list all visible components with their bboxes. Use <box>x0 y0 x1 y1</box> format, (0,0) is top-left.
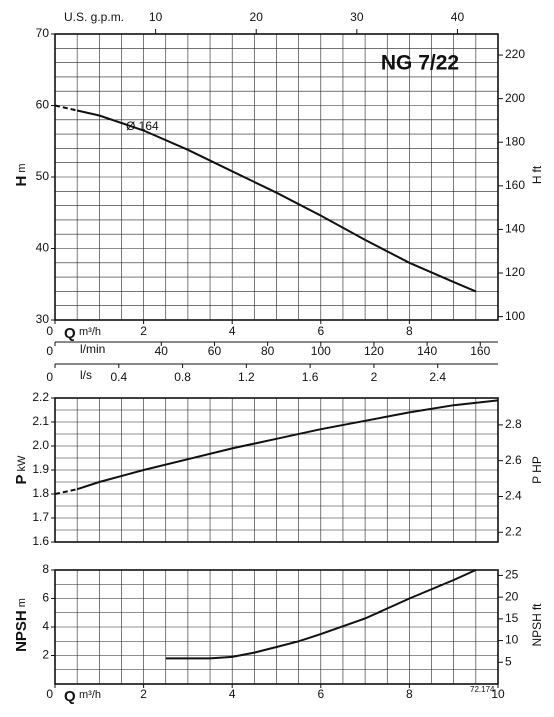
q-tick-label: 40 <box>155 344 169 358</box>
q-tick-label: 1.2 <box>238 370 255 384</box>
top-tick-label: 10 <box>149 10 163 24</box>
q-tick-label: 0 <box>46 687 53 701</box>
q-tick-label: 8 <box>406 324 413 338</box>
y2-axis-title: NPSH ft <box>530 603 544 647</box>
y-axis-unit: kW <box>16 455 28 472</box>
y2-axis-title: Hft <box>530 165 544 184</box>
q-unit: m³/h <box>79 326 101 338</box>
q-tick-label: 4 <box>229 687 236 701</box>
q-symbol: Q <box>64 325 76 342</box>
q-tick-label: 0.8 <box>174 370 191 384</box>
curve <box>165 569 477 660</box>
q-unit: l/s <box>80 368 92 382</box>
q-tick-label: 140 <box>417 344 437 358</box>
y-axis-title: Hm <box>13 163 30 186</box>
y-axis-unit: m <box>16 163 28 172</box>
y-axis-title: PkW <box>13 455 30 485</box>
y2-tick-label: 5 <box>505 654 512 668</box>
y2-axis-unit: ft <box>530 165 544 172</box>
y2-tick-label: 100 <box>505 309 525 323</box>
y2-axis-symbol: NPSH <box>530 613 544 646</box>
q-unit: l/min <box>80 342 105 356</box>
y2-axis-unit: ft <box>530 603 544 610</box>
curve <box>76 399 499 491</box>
curve <box>76 109 477 293</box>
y2-tick-label: 140 <box>505 222 525 236</box>
y-tick-label: 30 <box>36 312 50 326</box>
y2-tick-label: 25 <box>505 568 519 582</box>
y2-tick-label: 160 <box>505 178 525 192</box>
top-axis-title: U.S. g.p.m. <box>64 10 124 24</box>
y-tick-label: 6 <box>42 591 49 605</box>
y-tick-label: 4 <box>42 619 49 633</box>
y-tick-label: 60 <box>36 98 50 112</box>
curve <box>54 104 78 112</box>
y-tick-label: 1.6 <box>32 534 49 548</box>
top-tick-label: 20 <box>250 10 264 24</box>
top-tick-label: 40 <box>451 10 465 24</box>
q-symbol: Q <box>64 688 76 705</box>
curve <box>54 488 78 495</box>
q-tick-label: 2 <box>140 324 147 338</box>
y2-tick-label: 15 <box>505 611 519 625</box>
q-tick-label: 0 <box>46 344 53 358</box>
q-tick-label: 2.4 <box>429 370 446 384</box>
y-tick-label: 50 <box>36 169 50 183</box>
y2-tick-label: 2.4 <box>505 489 522 503</box>
y-tick-label: 2.2 <box>32 390 49 404</box>
q-tick-label: 6 <box>317 687 324 701</box>
y2-axis-unit: HP <box>530 456 544 473</box>
y-tick-label: 1.8 <box>32 486 49 500</box>
y-tick-label: 8 <box>42 562 49 576</box>
q-tick-label: 0 <box>46 324 53 338</box>
q-tick-label: 60 <box>208 344 222 358</box>
q-tick-label: 160 <box>470 344 490 358</box>
q-tick-label: 80 <box>261 344 275 358</box>
y2-tick-label: 180 <box>505 134 525 148</box>
top-tick-label: 30 <box>350 10 364 24</box>
y2-tick-label: 2.8 <box>505 417 522 431</box>
q-tick-label: 2 <box>371 370 378 384</box>
y-tick-label: 2 <box>42 648 49 662</box>
chart-title: NG 7/22 <box>381 52 459 75</box>
y2-tick-label: 10 <box>505 633 519 647</box>
y-tick-label: 2.1 <box>32 414 49 428</box>
q-tick-label: 120 <box>364 344 384 358</box>
y-axis-symbol: NPSH <box>13 610 30 652</box>
q-tick-label: 1.6 <box>302 370 319 384</box>
q-tick-label: 0 <box>46 370 53 384</box>
y2-axis-symbol: H <box>530 176 544 185</box>
y2-tick-label: 200 <box>505 91 525 105</box>
figure-code: 72.174 <box>470 685 495 694</box>
y2-tick-label: 220 <box>505 47 525 61</box>
y-axis-unit: m <box>16 598 28 607</box>
y-tick-label: 1.9 <box>32 462 49 476</box>
y-tick-label: 40 <box>36 241 50 255</box>
q-tick-label: 0.4 <box>110 370 127 384</box>
y2-tick-label: 20 <box>505 589 519 603</box>
y-axis-symbol: P <box>13 474 30 484</box>
q-tick-label: 6 <box>317 324 324 338</box>
y-axis-symbol: H <box>13 176 30 187</box>
curve-label: Ø 164 <box>126 119 159 133</box>
y2-tick-label: 2.2 <box>505 524 522 538</box>
q-tick-label: 8 <box>406 687 413 701</box>
y2-axis-symbol: P <box>530 476 544 484</box>
q-tick-label: 10 <box>491 687 505 701</box>
y-axis-title: NPSH m <box>13 598 30 652</box>
y2-axis-title: P HP <box>530 456 544 484</box>
q-tick-label: 100 <box>311 344 331 358</box>
y-tick-label: 1.7 <box>32 510 49 524</box>
y-tick-label: 70 <box>36 26 50 40</box>
q-tick-label: 4 <box>229 324 236 338</box>
y-tick-label: 2.0 <box>32 438 49 452</box>
q-tick-label: 2 <box>140 687 147 701</box>
q-unit: m³/h <box>79 689 101 701</box>
y2-tick-label: 2.6 <box>505 453 522 467</box>
y2-tick-label: 120 <box>505 265 525 279</box>
